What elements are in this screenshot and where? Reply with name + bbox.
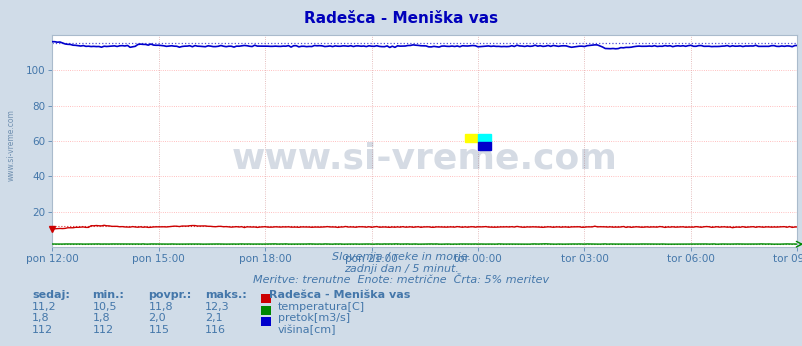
Text: 12,3: 12,3 — [205, 302, 229, 312]
Text: 112: 112 — [32, 325, 53, 335]
Text: pretok[m3/s]: pretok[m3/s] — [277, 313, 350, 323]
Text: 115: 115 — [148, 325, 169, 335]
Text: 2,0: 2,0 — [148, 313, 166, 323]
Text: min.:: min.: — [92, 290, 124, 300]
Text: Slovenija / reke in morje.: Slovenija / reke in morje. — [331, 252, 471, 262]
Text: višina[cm]: višina[cm] — [277, 325, 336, 335]
Text: 112: 112 — [92, 325, 113, 335]
Text: maks.:: maks.: — [205, 290, 246, 300]
Text: povpr.:: povpr.: — [148, 290, 192, 300]
Bar — [464, 134, 477, 142]
Text: Radešca - Meniška vas: Radešca - Meniška vas — [269, 290, 410, 300]
Text: 1,8: 1,8 — [32, 313, 50, 323]
Text: 11,8: 11,8 — [148, 302, 173, 312]
Text: www.si-vreme.com: www.si-vreme.com — [6, 109, 15, 181]
Text: 2,1: 2,1 — [205, 313, 222, 323]
Text: Radešca - Meniška vas: Radešca - Meniška vas — [304, 11, 498, 26]
Text: 10,5: 10,5 — [92, 302, 117, 312]
Bar — [477, 142, 491, 150]
Text: 11,2: 11,2 — [32, 302, 57, 312]
Text: www.si-vreme.com: www.si-vreme.com — [232, 141, 617, 175]
Text: zadnji dan / 5 minut.: zadnji dan / 5 minut. — [343, 264, 459, 274]
Text: Meritve: trenutne  Enote: metrične  Črta: 5% meritev: Meritve: trenutne Enote: metrične Črta: … — [253, 275, 549, 285]
Bar — [477, 134, 491, 142]
Text: sedaj:: sedaj: — [32, 290, 70, 300]
Text: 1,8: 1,8 — [92, 313, 110, 323]
Text: 116: 116 — [205, 325, 225, 335]
Text: temperatura[C]: temperatura[C] — [277, 302, 364, 312]
